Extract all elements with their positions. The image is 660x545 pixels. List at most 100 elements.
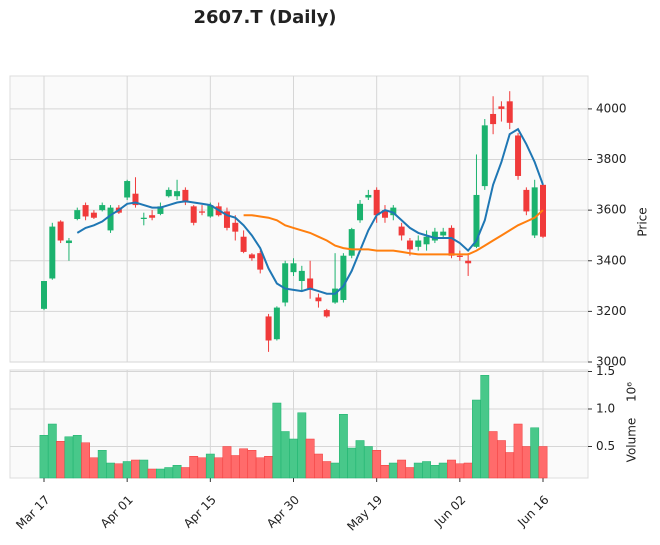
volume-bar: [488, 431, 498, 479]
volume-bar: [147, 468, 157, 479]
volume-bar: [380, 465, 390, 479]
candle-body: [149, 215, 156, 218]
volume-bar: [397, 459, 407, 479]
volume-bar: [447, 459, 456, 479]
candle-body: [381, 210, 388, 218]
candle-body: [57, 221, 64, 241]
volume-bar: [322, 461, 332, 479]
volume-bar: [89, 457, 99, 479]
candle-body: [373, 189, 380, 216]
volume-bar: [388, 462, 398, 479]
x-tick-label: Mar 17: [13, 493, 52, 532]
volume-bar: [355, 440, 365, 479]
y-tick-label: 1.0: [596, 402, 615, 416]
y-tick-label: 1.5: [596, 364, 615, 378]
y-tick-label: 3600: [596, 203, 627, 217]
candle-body: [265, 316, 272, 341]
candle-body: [124, 181, 131, 198]
chart-title: 2607.T (Daily): [193, 7, 336, 28]
candle-body: [232, 222, 239, 232]
volume-bar: [139, 459, 149, 479]
x-tick-label: Apr 15: [181, 493, 219, 531]
volume-bar: [106, 462, 115, 479]
volume-bar: [530, 427, 540, 479]
x-tick-label: May 19: [344, 493, 385, 534]
candle-body: [531, 187, 538, 236]
volume-bar: [205, 453, 215, 479]
candle-body: [290, 263, 297, 273]
volume-bar: [497, 440, 506, 479]
candle-body: [132, 193, 139, 206]
volume-bar: [180, 467, 190, 479]
candle-body: [465, 260, 472, 264]
volume-bar: [81, 442, 90, 479]
candle-body: [190, 206, 197, 223]
y-tick-label: 3800: [596, 152, 627, 166]
candle-body: [523, 189, 530, 212]
y-tick-label: 0.5: [596, 439, 615, 453]
candle-body: [282, 263, 289, 303]
candle-body: [273, 307, 280, 340]
candle-body: [340, 255, 347, 300]
candle-body: [440, 231, 447, 236]
candle-body: [448, 227, 455, 256]
volume-bar: [430, 465, 440, 479]
volume-bar: [521, 446, 531, 479]
volume-bar: [505, 452, 515, 479]
volume-bar: [47, 423, 57, 479]
candle-body: [248, 254, 255, 259]
volume-bar: [97, 450, 107, 479]
volume-bar: [272, 402, 282, 479]
candle-body: [41, 281, 47, 309]
volume-bar: [455, 463, 465, 479]
candle-body: [240, 236, 247, 252]
volume-bar: [463, 462, 473, 479]
volume-bar: [372, 450, 382, 479]
volume-bar: [156, 468, 165, 479]
candle-body: [431, 231, 438, 241]
candle-body: [390, 207, 397, 216]
candle-body: [182, 189, 189, 203]
volume-bar: [255, 457, 265, 479]
candle-body: [90, 212, 97, 218]
candle-body: [323, 310, 330, 317]
volume-bar: [114, 463, 124, 479]
volume-bar: [197, 457, 207, 479]
y-tick-label: 3400: [596, 253, 627, 267]
volume-bar: [214, 457, 224, 479]
volume-bar: [438, 462, 448, 479]
volume-bar: [239, 448, 249, 479]
volume-bar: [413, 462, 423, 479]
volume-bar: [405, 467, 415, 479]
volume-bar: [314, 453, 323, 479]
candle-body: [99, 205, 106, 211]
candle-body: [498, 106, 505, 109]
volume-axis-label: Volume: [625, 418, 639, 463]
candle-body: [415, 240, 422, 247]
volume-bar: [189, 456, 199, 479]
candle-body: [223, 211, 230, 228]
candle-body: [348, 229, 355, 256]
volume-bar: [280, 431, 290, 479]
volume-bar: [422, 461, 431, 479]
candle-body: [65, 240, 72, 244]
candle-body: [140, 217, 147, 219]
volume-bar: [72, 435, 82, 479]
volume-scale-label: 10⁶: [625, 382, 639, 402]
volume-bar: [230, 455, 240, 479]
candle-body: [506, 101, 513, 123]
x-tick-label: Apr 30: [264, 493, 302, 531]
volume-bar: [222, 446, 232, 479]
y-tick-label: 4000: [596, 101, 627, 115]
candle-body: [365, 194, 372, 198]
candle-body: [82, 205, 89, 217]
candle-body: [199, 211, 206, 213]
candle-body: [74, 210, 81, 219]
x-tick-label: Jun 16: [514, 493, 551, 530]
candle-body: [490, 113, 497, 125]
volume-bar: [363, 446, 373, 479]
candle-body: [298, 270, 305, 282]
volume-bar: [122, 461, 132, 479]
volume-bar: [305, 438, 315, 479]
